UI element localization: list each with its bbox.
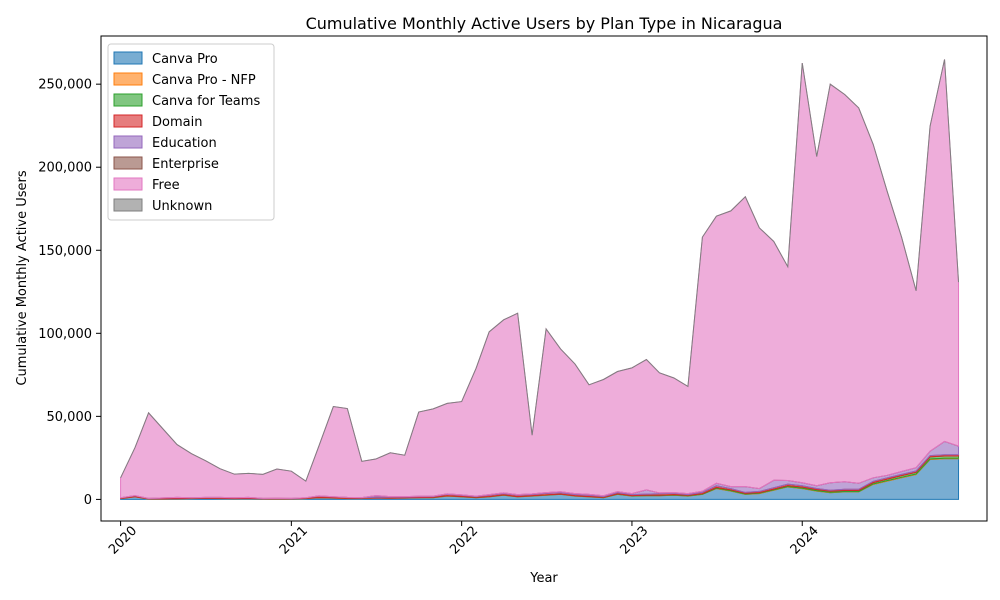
legend-label: Domain xyxy=(152,115,202,130)
chart-title: Cumulative Monthly Active Users by Plan … xyxy=(306,14,783,33)
y-tick-label: 250,000 xyxy=(38,78,92,93)
x-tick-label: 2023 xyxy=(617,524,651,558)
legend-swatch xyxy=(113,177,143,191)
legend-swatch xyxy=(113,72,143,86)
legend-swatch xyxy=(113,51,143,65)
x-tick-label: 2024 xyxy=(788,524,822,558)
plot-frame xyxy=(100,35,988,522)
y-tick-label: 100,000 xyxy=(38,327,92,342)
legend-box xyxy=(107,43,275,221)
legend-swatch xyxy=(113,198,143,212)
legend-swatch xyxy=(113,135,143,149)
legend-label: Canva for Teams xyxy=(152,94,260,109)
legend-swatch xyxy=(113,156,143,170)
x-axis-ticks: 2020 2021 2022 2023 2024 xyxy=(106,521,822,558)
legend-swatch xyxy=(113,114,143,128)
legend-label: Canva Pro xyxy=(152,52,218,67)
y-tick-label: 0 xyxy=(84,493,92,508)
y-tick-label: 150,000 xyxy=(38,244,92,259)
x-tick-label: 2020 xyxy=(106,524,140,558)
legend-label: Enterprise xyxy=(152,157,219,172)
legend-label: Education xyxy=(152,136,217,151)
legend-label: Canva Pro - NFP xyxy=(152,73,256,88)
legend: Canva Pro Canva Pro - NFP Canva for Teams D… xyxy=(107,43,275,221)
y-axis-title: Cumulative Monthly Active Users xyxy=(15,170,30,385)
area-series-7 xyxy=(120,59,960,482)
x-axis-title: Year xyxy=(529,571,558,586)
y-axis-ticks: 0 50,000 100,000 150,000 200,000 250,000 xyxy=(38,78,101,508)
y-tick-label: 50,000 xyxy=(47,410,93,425)
stacked-areas xyxy=(120,59,960,500)
x-tick-label: 2022 xyxy=(447,524,481,558)
legend-label: Free xyxy=(152,178,180,193)
legend-swatch xyxy=(113,93,143,107)
y-tick-label: 200,000 xyxy=(38,161,92,176)
x-tick-label: 2021 xyxy=(277,524,311,558)
legend-label: Unknown xyxy=(152,199,212,214)
